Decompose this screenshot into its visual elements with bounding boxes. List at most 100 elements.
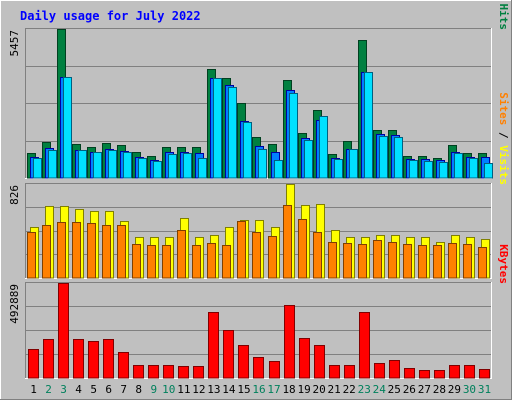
bar-sites-day-14 xyxy=(222,245,231,279)
x-tick-label: 13 xyxy=(207,383,220,396)
x-tick-label: 1 xyxy=(30,383,37,396)
legend-part: Sites xyxy=(497,92,510,125)
x-tick-label: 4 xyxy=(75,383,82,396)
bar-pages-day-2 xyxy=(48,150,57,179)
bar-sites-day-13 xyxy=(207,243,216,279)
bar-kbytes-day-24 xyxy=(374,363,385,379)
bar-pages-day-24 xyxy=(379,136,388,179)
bar-sites-day-15 xyxy=(237,221,246,279)
bar-sites-day-30 xyxy=(463,244,472,279)
bar-pages-day-23 xyxy=(364,72,373,179)
bar-sites-day-25 xyxy=(388,242,397,279)
bar-sites-day-4 xyxy=(72,222,81,279)
panel-kbytes: 492889 KBytes xyxy=(8,244,510,379)
bar-sites-day-1 xyxy=(27,232,36,279)
panel-visits-sites: 826 Sites / Visits xyxy=(8,92,510,279)
bar-kbytes-day-17 xyxy=(269,361,280,379)
x-tick-label: 21 xyxy=(328,383,341,396)
x-tick-label: 17 xyxy=(267,383,280,396)
bar-sites-day-24 xyxy=(373,240,382,279)
bar-sites-day-8 xyxy=(132,244,141,279)
bar-kbytes-day-22 xyxy=(344,365,355,379)
bar-sites-day-27 xyxy=(418,245,427,279)
bar-sites-day-20 xyxy=(313,232,322,279)
bar-pages-day-21 xyxy=(334,159,343,179)
bar-sites-day-7 xyxy=(117,225,126,279)
bar-pages-day-18 xyxy=(289,93,298,179)
bar-pages-day-25 xyxy=(394,137,403,179)
x-tick-label: 2 xyxy=(45,383,52,396)
bar-kbytes-day-11 xyxy=(178,366,189,379)
x-axis-labels: 1 2 3 4 5 6 7 8 9 10 11 12 13 14 15 16 17 18 19 20 21 22 23 24 2… xyxy=(30,383,491,396)
bar-pages-day-4 xyxy=(78,150,87,179)
legend-part: Visits xyxy=(497,145,510,185)
bar-sites-day-2 xyxy=(42,225,51,279)
bar-sites-day-5 xyxy=(87,223,96,279)
bar-kbytes-day-29 xyxy=(449,365,460,379)
x-tick-label: 15 xyxy=(237,383,250,396)
bar-pages-day-1 xyxy=(33,158,42,179)
x-tick-label: 29 xyxy=(448,383,461,396)
y-axis-max-label: 492889 xyxy=(8,284,21,324)
bar-kbytes-day-12 xyxy=(193,366,204,379)
bar-kbytes-day-27 xyxy=(419,370,430,379)
bar-sites-day-12 xyxy=(192,245,201,279)
bar-pages-day-20 xyxy=(319,116,328,179)
bar-sites-day-29 xyxy=(448,243,457,279)
bar-kbytes-day-26 xyxy=(404,368,415,379)
bar-sites-day-21 xyxy=(328,242,337,279)
x-tick-label: 22 xyxy=(343,383,356,396)
bar-sites-day-19 xyxy=(298,219,307,279)
bar-pages-day-27 xyxy=(424,161,433,179)
x-tick-label: 8 xyxy=(135,383,142,396)
bar-pages-day-19 xyxy=(304,140,313,179)
bar-sites-day-10 xyxy=(162,245,171,279)
bar-pages-day-6 xyxy=(108,150,117,179)
bar-pages-day-7 xyxy=(123,152,132,179)
x-tick-label: 23 xyxy=(358,383,371,396)
x-tick-label: 27 xyxy=(418,383,431,396)
bar-kbytes-day-25 xyxy=(389,360,400,379)
x-tick-label: 10 xyxy=(162,383,175,396)
legend-part: / xyxy=(497,0,510,4)
series-sites xyxy=(27,205,487,279)
bar-sites-day-28 xyxy=(433,245,442,279)
y-axis-max-label: 5457 xyxy=(8,30,21,57)
series-legend: KBytes xyxy=(497,244,510,284)
series-pages xyxy=(33,72,493,179)
bar-kbytes-day-21 xyxy=(329,365,340,379)
x-tick-label: 5 xyxy=(90,383,97,396)
x-tick-label: 24 xyxy=(373,383,387,396)
bar-kbytes-day-28 xyxy=(434,370,445,379)
bar-kbytes-day-5 xyxy=(88,341,99,379)
x-tick-label: 11 xyxy=(177,383,190,396)
bar-pages-day-5 xyxy=(93,152,102,179)
series-legend: Sites / Visits xyxy=(497,92,510,185)
x-tick-label: 20 xyxy=(313,383,326,396)
x-tick-label: 31 xyxy=(478,383,491,396)
x-tick-label: 25 xyxy=(388,383,401,396)
x-tick-label: 19 xyxy=(297,383,310,396)
bar-sites-day-6 xyxy=(102,225,111,279)
x-tick-label: 26 xyxy=(403,383,416,396)
bar-sites-day-3 xyxy=(57,222,66,279)
legend-part: KBytes xyxy=(497,244,510,284)
bar-pages-day-16 xyxy=(258,149,267,179)
bar-kbytes-day-9 xyxy=(148,365,159,379)
series-kbytes xyxy=(28,283,490,379)
x-tick-label: 28 xyxy=(433,383,446,396)
legend-part: / xyxy=(497,125,510,145)
bar-pages-day-13 xyxy=(213,78,222,179)
bar-pages-day-8 xyxy=(138,158,147,179)
panel-hits-files-pages: 5457 Pages / Files / Hits xyxy=(8,0,510,179)
bar-pages-day-15 xyxy=(243,122,252,179)
bar-kbytes-day-7 xyxy=(118,352,129,379)
bar-sites-day-17 xyxy=(268,236,277,279)
bar-kbytes-day-8 xyxy=(133,365,144,379)
bar-pages-day-26 xyxy=(409,160,418,179)
bar-kbytes-day-23 xyxy=(359,312,370,379)
y-axis-max-label: 826 xyxy=(8,185,21,205)
bar-sites-day-26 xyxy=(403,244,412,279)
bar-kbytes-day-4 xyxy=(73,339,84,379)
